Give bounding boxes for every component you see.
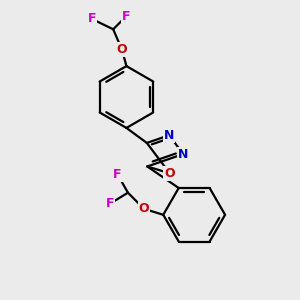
Text: F: F [122,10,131,22]
Text: N: N [164,129,174,142]
Text: N: N [178,148,188,160]
Text: O: O [117,44,127,56]
Text: F: F [88,13,96,26]
Text: O: O [139,202,149,215]
Text: F: F [105,197,114,210]
Text: F: F [113,168,122,181]
Text: O: O [164,167,175,180]
